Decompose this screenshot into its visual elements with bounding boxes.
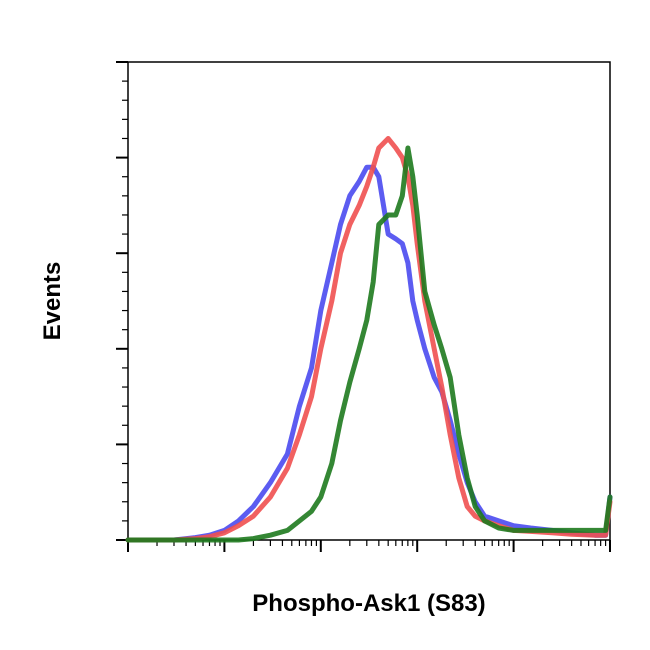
x-axis-label: Phospho-Ask1 (S83)	[252, 590, 485, 617]
series-line-1	[125, 164, 613, 543]
plot-frame	[127, 61, 611, 541]
y-axis-ticks	[116, 61, 128, 541]
series-layer	[125, 136, 613, 543]
series-line-3	[125, 145, 613, 543]
y-axis-label: Events	[39, 262, 66, 341]
